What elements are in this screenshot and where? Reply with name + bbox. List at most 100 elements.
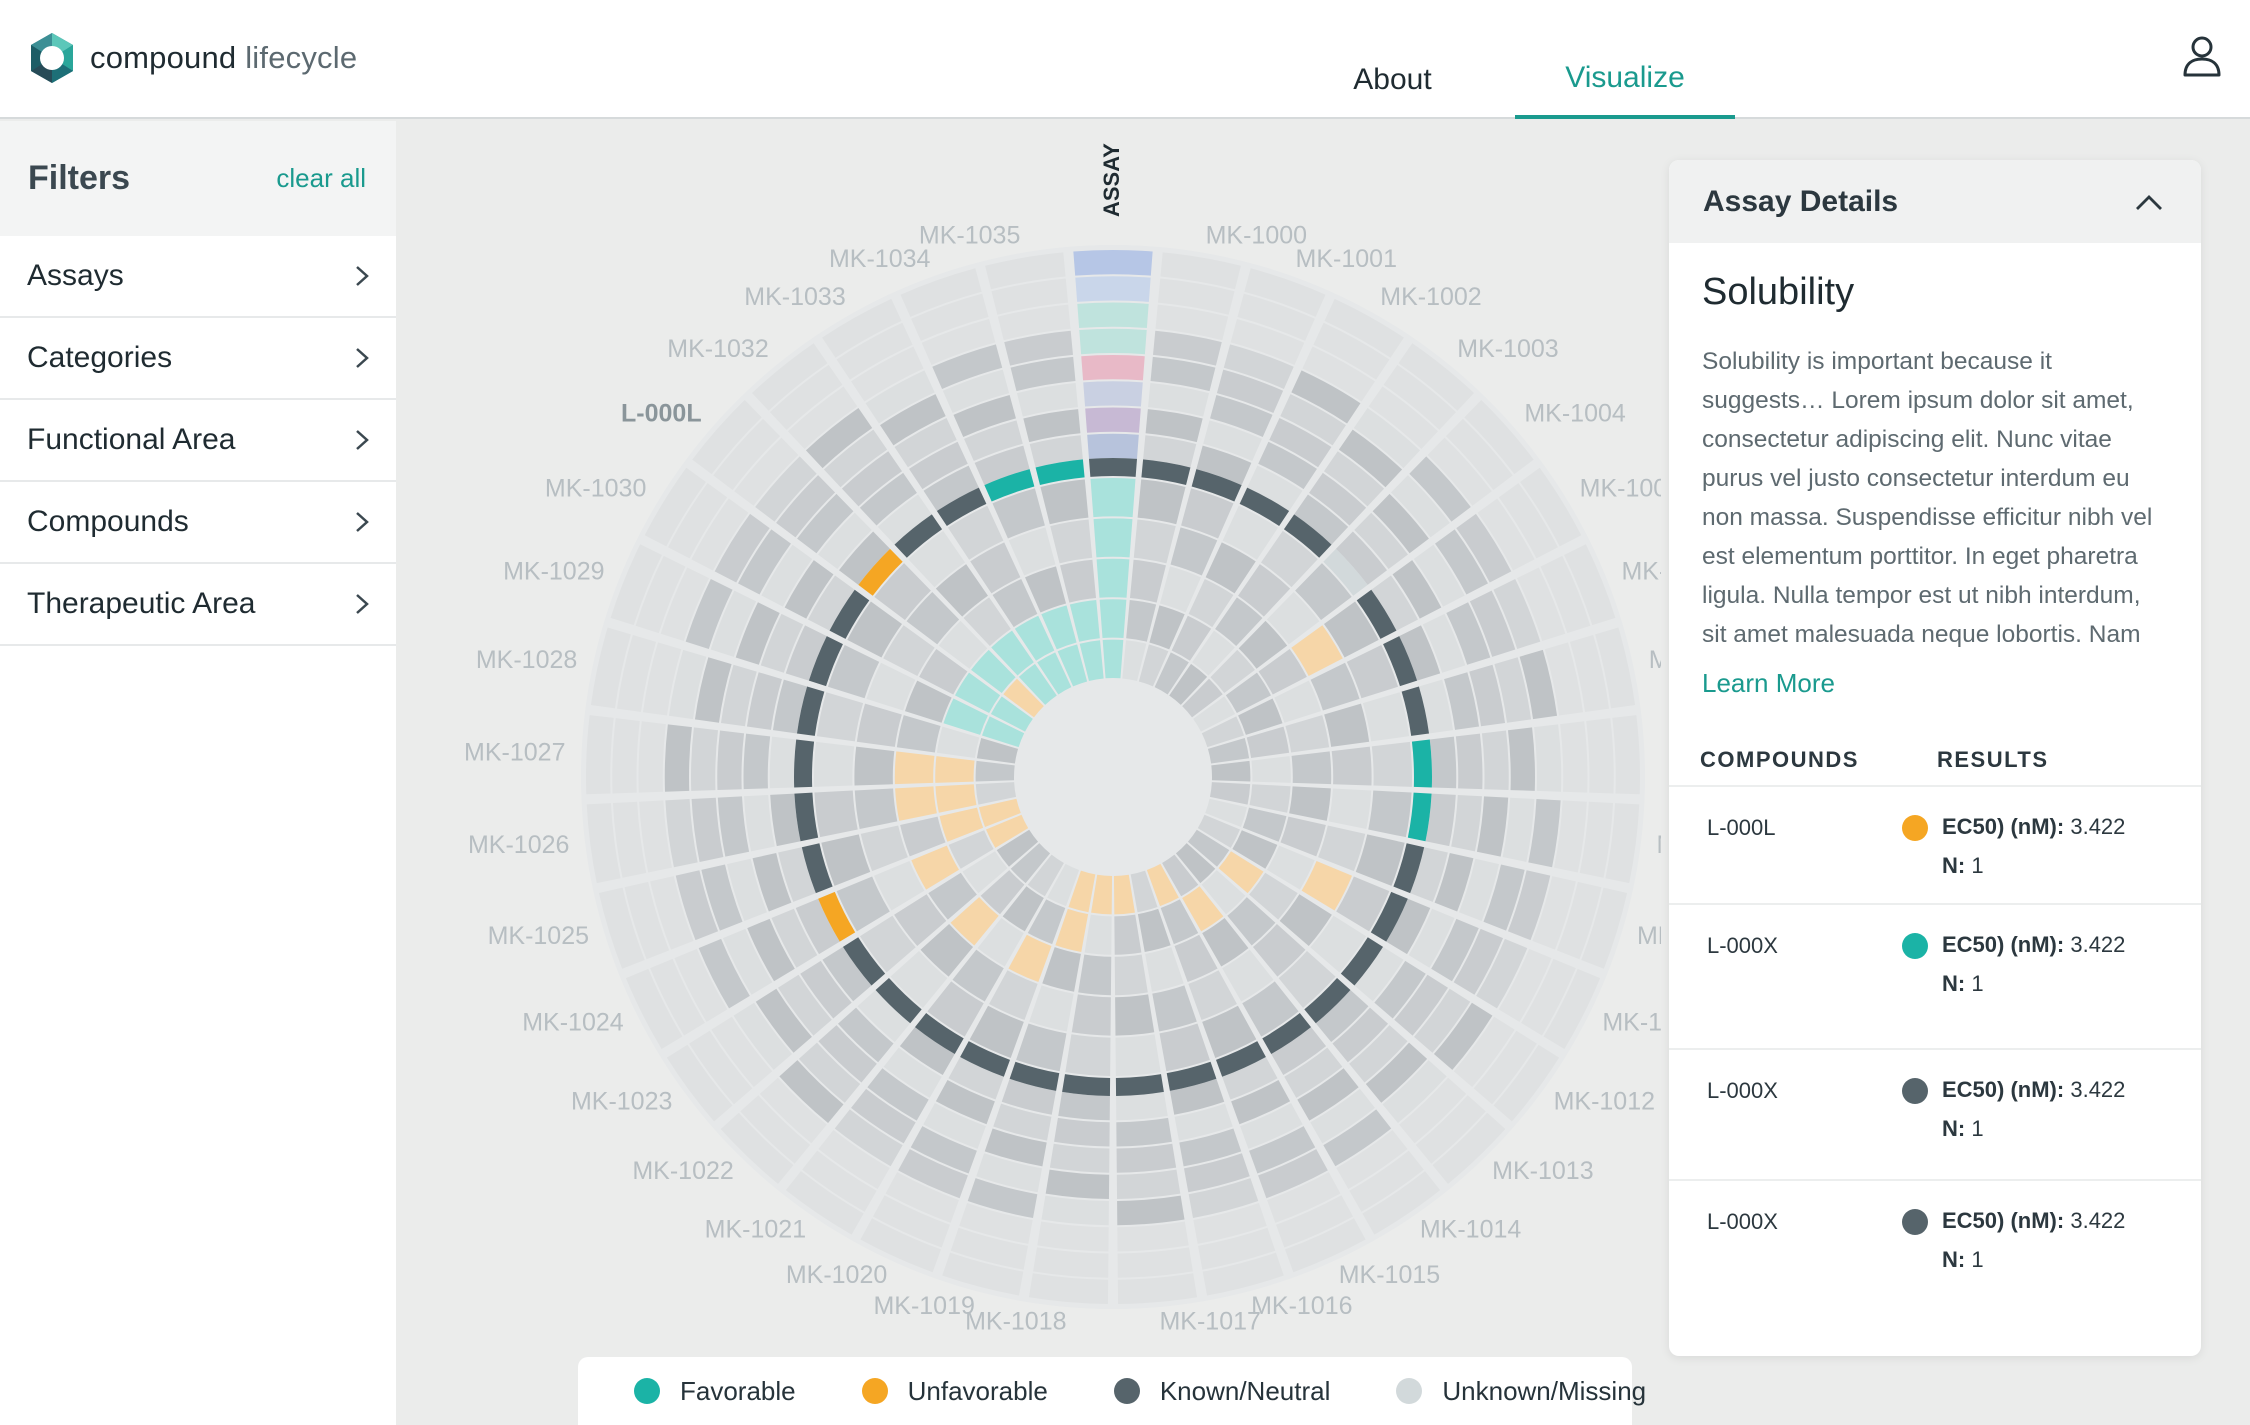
assay-cell[interactable] [1205,798,1248,828]
assay-cell[interactable] [698,938,750,1009]
assay-cell[interactable] [1498,948,1552,1022]
assay-cell[interactable] [822,946,872,1002]
assay-cell[interactable] [1231,1080,1291,1125]
assay-cell[interactable] [746,672,782,730]
assay-cell[interactable] [1116,1117,1172,1147]
assay-cell[interactable] [1434,852,1474,912]
assay-cell[interactable] [760,613,804,673]
outcome-segment[interactable] [1304,978,1351,1024]
assay-cell[interactable] [1354,512,1408,570]
assay-cell[interactable] [1016,383,1078,417]
assay-cell[interactable] [1451,794,1482,852]
assay-cell[interactable] [1605,803,1640,884]
assay-cell[interactable] [1162,854,1199,897]
assay-cell[interactable] [1418,679,1454,734]
assay-cell[interactable] [1267,845,1315,890]
assay-cell[interactable] [1278,951,1336,1008]
assay-cell[interactable] [975,760,1015,782]
assay-cell[interactable] [962,851,1008,894]
assay-cell[interactable] [1237,293,1315,341]
assay-cell[interactable] [1349,1150,1424,1212]
assay-cell[interactable] [1362,1171,1441,1235]
assay-cell[interactable] [1201,870,1246,915]
table-row[interactable]: L-000X EC50) (nM): 3.422 N: 1 [1669,905,2201,1050]
assay-cell[interactable] [1075,276,1151,302]
assay-cell[interactable] [1413,544,1465,607]
outcome-segment[interactable] [1401,686,1430,736]
assay-cell[interactable] [1116,1143,1177,1173]
clear-all-link[interactable]: clear all [276,163,366,193]
assay-cell[interactable] [1008,527,1056,576]
outcome-segment[interactable] [984,469,1035,502]
assay-cell[interactable] [1014,615,1055,661]
assay-cell[interactable] [664,724,692,792]
assay-cell[interactable] [734,437,799,506]
assay-cell[interactable] [1093,518,1133,558]
assay-cell[interactable] [692,400,762,475]
assay-cell[interactable] [805,408,873,469]
assay-cell[interactable] [955,672,1001,714]
assay-cell[interactable] [772,679,808,734]
outcome-segment[interactable] [936,487,987,527]
outcome-segment[interactable] [1166,1061,1217,1091]
assay-cell[interactable] [890,951,948,1008]
outcome-segment[interactable] [794,739,815,788]
assay-cell[interactable] [950,1227,1028,1270]
assay-cell[interactable] [1205,542,1256,594]
assay-cell[interactable] [1280,394,1346,446]
assay-cell[interactable] [1003,678,1044,718]
assay-cell[interactable] [1481,730,1509,790]
assay-cell[interactable] [1251,756,1291,783]
assay-cell[interactable] [1085,407,1141,433]
assay-cell[interactable] [1353,408,1421,469]
assay-cell[interactable] [798,1042,861,1103]
assay-cell[interactable] [927,981,984,1037]
assay-cell[interactable] [1516,567,1566,642]
assay-cell[interactable] [1285,1218,1366,1273]
assay-cell[interactable] [1382,1060,1447,1124]
assay-cell[interactable] [755,988,812,1053]
assay-cell[interactable] [967,1178,1038,1219]
assay-cell[interactable] [752,852,792,912]
assay-cell[interactable] [857,990,911,1042]
assay-cell[interactable] [923,1103,986,1149]
assay-cell[interactable] [1028,1273,1109,1304]
assay-cell[interactable] [747,918,795,982]
outcome-segment[interactable] [796,686,825,736]
assay-cell[interactable] [586,715,614,795]
assay-cell[interactable] [1145,947,1184,992]
compound-label[interactable]: MK-1011 [1602,1008,1661,1036]
compound-label[interactable]: MK-1030 [545,474,646,502]
outcome-segment[interactable] [858,548,903,596]
assay-cell[interactable] [1050,519,1093,564]
assay-cell[interactable] [1179,1128,1242,1167]
assay-cell[interactable] [759,1077,827,1144]
assay-cell[interactable] [959,1202,1033,1244]
assay-cell[interactable] [771,908,818,968]
assay-cell[interactable] [624,881,670,960]
assay-cell[interactable] [1210,649,1255,694]
assay-cell[interactable] [1153,330,1222,366]
assay-cell[interactable] [1232,830,1278,869]
assay-cell[interactable] [1409,456,1471,522]
assay-cell[interactable] [1002,886,1044,932]
assay-cell[interactable] [867,1068,929,1121]
assay-cell[interactable] [642,642,682,716]
compound-label[interactable]: MK-1025 [488,922,589,950]
assay-cell[interactable] [883,1047,942,1098]
outcome-segment[interactable] [1191,469,1242,502]
assay-cell[interactable] [1154,652,1189,695]
assay-cell[interactable] [691,498,749,571]
assay-cell[interactable] [1267,1172,1341,1223]
assay-cell[interactable] [1202,1005,1257,1058]
outcome-segment[interactable] [1009,1061,1060,1091]
assay-cell[interactable] [1289,786,1331,821]
assay-cell[interactable] [1328,788,1372,830]
user-icon[interactable] [2182,34,2222,78]
assay-cell[interactable] [1477,498,1535,571]
assay-cell[interactable] [1446,602,1491,665]
assay-cell[interactable] [928,872,977,920]
assay-cell[interactable] [784,560,834,619]
assay-cell[interactable] [1137,908,1171,952]
assay-cell[interactable] [1055,908,1089,952]
